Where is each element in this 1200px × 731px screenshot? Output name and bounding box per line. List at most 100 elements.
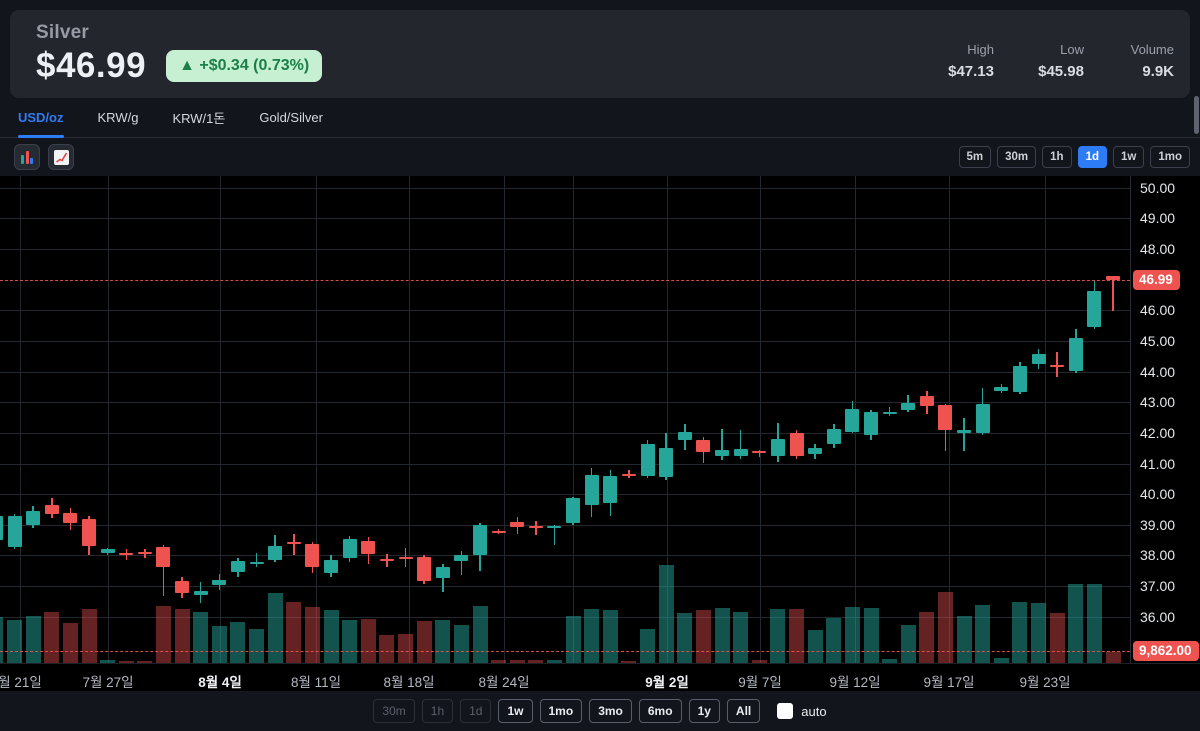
candle-body [212,579,227,586]
interval-button-5m[interactable]: 5m [958,146,992,168]
candle-body [324,560,338,573]
range-button-1w[interactable]: 1w [498,699,533,723]
volume-bar [379,635,395,663]
range-button-1y[interactable]: 1y [688,699,720,723]
candle-body [379,559,394,562]
candle-wick [442,564,444,593]
tab-usd-oz[interactable]: USD/oz [18,98,64,138]
tab-krw-g[interactable]: KRW/g [97,110,139,125]
volume-bar [286,602,302,663]
volume-bar [640,629,655,663]
volume-bar [584,609,600,663]
h-gridline [0,218,1130,220]
volume-bar [100,660,116,663]
stat-value: 9.9K [1142,63,1174,80]
stat-high: High $47.13 [942,42,994,80]
price-tick-label: 41.00 [1140,455,1176,472]
candle-body [454,555,469,561]
candle-body [230,560,245,572]
line-chart-type-button[interactable] [48,144,74,170]
candle-body [1106,275,1120,280]
candlestick-chart-type-button[interactable] [14,144,40,170]
volume-bar [807,630,823,663]
volume-bar [342,620,358,663]
volume-bar [267,593,283,663]
stat-label: Volume [1130,42,1174,57]
candle-body [715,449,729,457]
range-button-1mo[interactable]: 1mo [539,699,583,723]
candle-body [603,475,618,504]
stat-value: $47.13 [948,63,994,80]
range-toolbar: 30m 1h 1d 1w 1mo 3mo 6mo 1y All auto [0,691,1200,731]
volume-bar [416,621,432,663]
range-button-1h[interactable]: 1h [421,699,454,723]
candle-body [63,512,78,524]
interval-button-1h[interactable]: 1h [1042,146,1072,168]
interval-button-30m[interactable]: 30m [997,146,1037,168]
candle-body [919,396,934,407]
h-gridline [0,494,1130,496]
candle-body [789,433,804,457]
price-axis[interactable]: 50.00 49.00 48.00 46.00 45.00 44.00 43.00 42.00… [1130,176,1200,663]
price-tick-label: 45.00 [1140,332,1176,349]
stat-label: High [967,42,994,57]
range-button-30m[interactable]: 30m [373,699,415,723]
date-tick-label: 7월 27일 [82,675,134,690]
volume-bar [695,610,711,663]
interval-button-1mo[interactable]: 1mo [1150,146,1190,168]
candle-body [156,546,171,567]
volume-bar [565,616,581,663]
candle-body [864,412,878,436]
candle-wick [963,417,965,451]
candle-body [1012,366,1027,392]
scrollbar-thumb[interactable] [1194,96,1199,134]
candle-body [193,590,208,595]
volume-bar [844,607,860,663]
volume-bar [602,610,618,663]
h-gridline [0,586,1130,587]
stat-volume: Volume 9.9K [1122,42,1174,80]
candle-body [547,525,562,528]
tab-krw-1-[interactable]: KRW/1돈 [172,111,226,126]
range-button-1d[interactable]: 1d [460,699,492,723]
volume-bar [1086,584,1102,663]
price-tick-label: 44.00 [1140,363,1176,380]
interval-button-1d[interactable]: 1d [1077,146,1107,168]
volume-bar [7,620,22,663]
candle-body [1068,337,1083,371]
candle-body [361,541,376,554]
volume-bar [546,660,562,663]
candle-body [640,443,655,476]
volume-bar [1012,602,1028,663]
current-price: $46.99 [36,46,147,85]
volume-bar [155,606,171,663]
h-gridline [0,616,1130,618]
v-gridline [573,176,574,663]
candle-body [938,405,953,430]
interval-button-1w[interactable]: 1w [1113,146,1145,168]
v-gridline [316,176,317,663]
candle-body [957,430,971,433]
interval-buttons: 5m 30m 1h 1d 1w 1mo [958,146,1190,168]
candle-body [137,552,152,555]
instrument-title: Silver [36,22,89,43]
candle-body [417,556,432,582]
tab-gold-silver[interactable]: Gold/Silver [259,110,323,125]
range-button-3mo[interactable]: 3mo [589,699,632,723]
range-button-6mo[interactable]: 6mo [638,699,682,723]
current-price-line [0,279,1130,281]
auto-checkbox[interactable] [777,703,794,719]
time-axis[interactable]: 월 21일 7월 27일 8월 4일 8월 11일 8월 18일 8월 24일 9월 2일 9… [0,663,1200,691]
candlestick-plot[interactable] [0,176,1130,663]
date-tick-label: 9월 12일 [829,675,881,690]
volume-bar [453,625,469,663]
current-volume-label: 9,862.00 [1133,641,1199,661]
volume-bar [249,629,264,663]
stat-label: Low [1060,42,1084,57]
current-price-label: 46.99 [1133,269,1180,290]
candle-body [100,549,115,554]
price-tick-label: 48.00 [1140,241,1176,257]
current-volume-line [0,651,1130,652]
candle-body [826,428,841,444]
range-button-all[interactable]: All [726,699,761,723]
